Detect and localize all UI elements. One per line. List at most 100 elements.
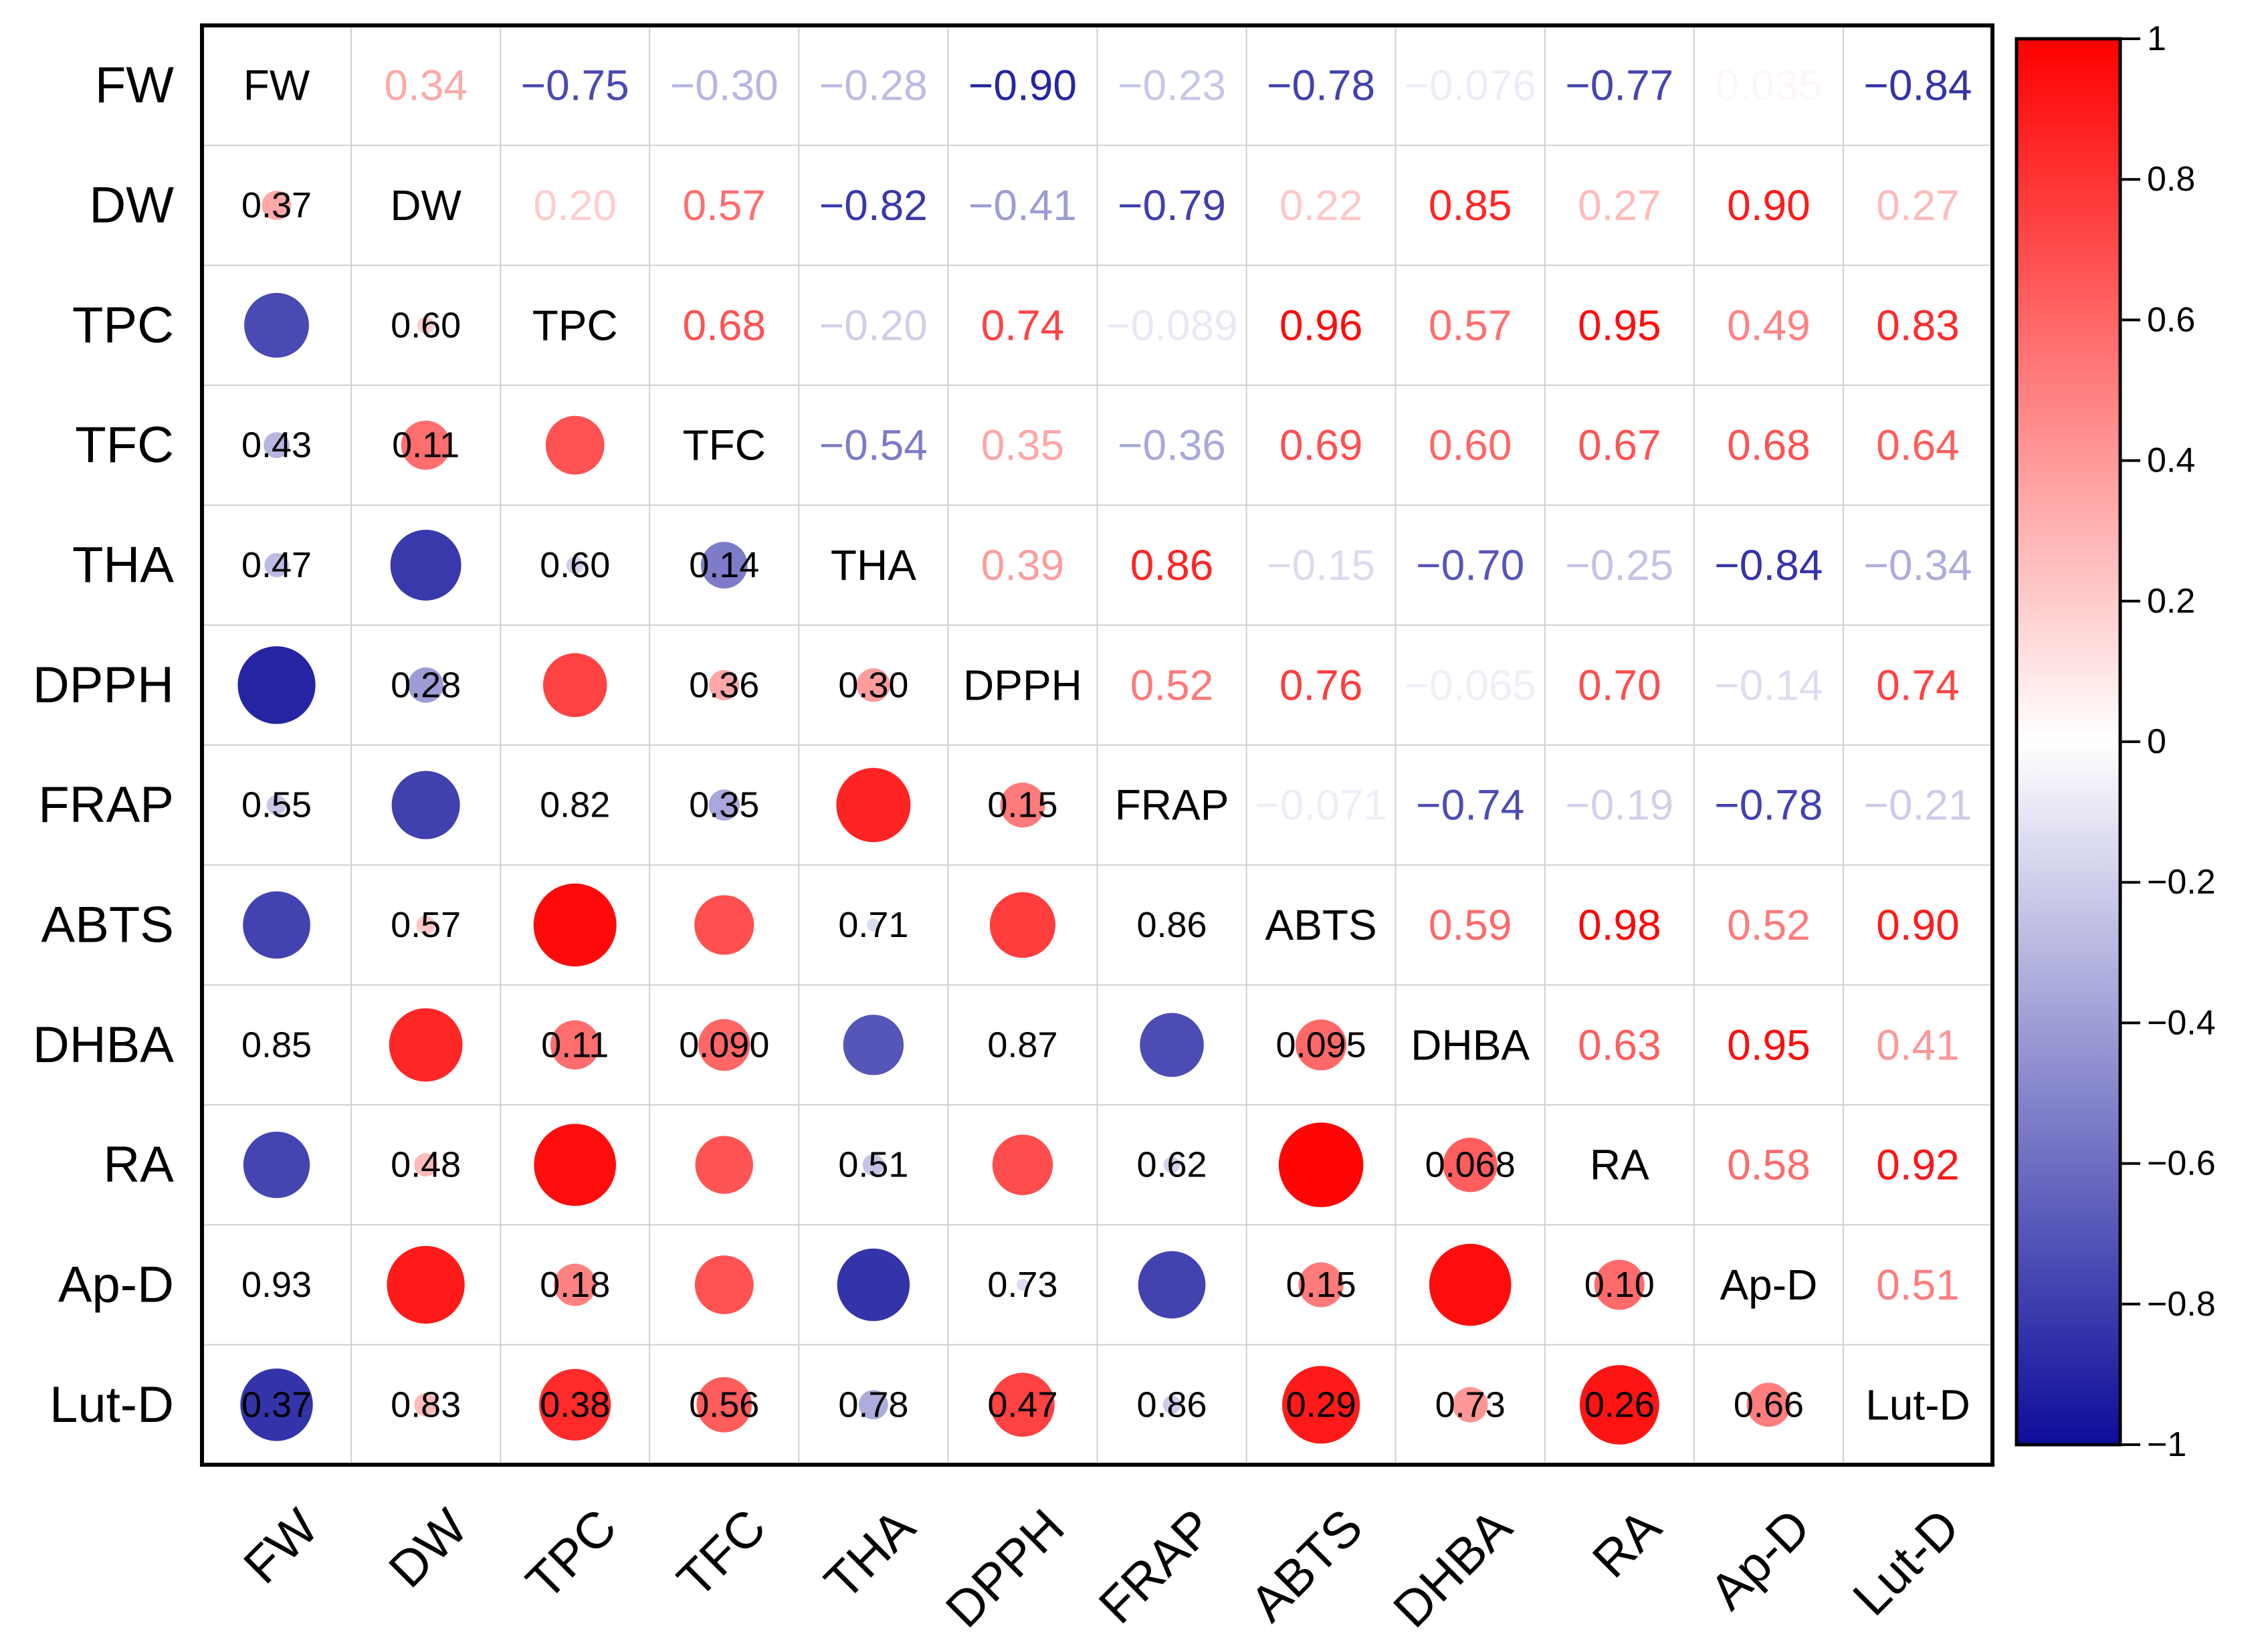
correlation-circle xyxy=(273,1041,280,1049)
p-value: 0.26 xyxy=(1584,1384,1655,1425)
correlation-circle xyxy=(262,191,292,220)
correlation-value: −0.77 xyxy=(1565,62,1673,110)
correlation-value: 0.27 xyxy=(1578,181,1661,229)
column-label-ap-d: Ap-D xyxy=(1699,1498,1821,1621)
column-label-fw: FW xyxy=(233,1498,329,1594)
row-label-tfc: TFC xyxy=(75,417,174,474)
diagonal-label-ra: RA xyxy=(1590,1141,1649,1189)
correlation-value: −0.25 xyxy=(1565,541,1673,589)
correlation-value: −0.84 xyxy=(1714,541,1823,589)
colorbar-tick-label: 0.4 xyxy=(2147,441,2195,480)
diagonal-label-ap-d: Ap-D xyxy=(1720,1261,1817,1309)
p-value: 0.28 xyxy=(391,665,461,705)
correlation-value: 0.98 xyxy=(1578,901,1661,949)
p-value: 0.62 xyxy=(1136,1145,1207,1185)
correlation-value: −0.70 xyxy=(1416,541,1524,589)
p-value: 0.60 xyxy=(391,305,461,345)
correlation-circle xyxy=(708,789,740,821)
p-value: 0.73 xyxy=(1435,1384,1506,1425)
correlation-value: −0.15 xyxy=(1267,541,1375,589)
diagonal-label-tfc: TFC xyxy=(683,421,766,470)
p-value: 0.66 xyxy=(1734,1384,1804,1425)
correlation-circle xyxy=(243,1131,310,1199)
correlation-value: −0.74 xyxy=(1416,781,1524,829)
column-label-dhba: DHBA xyxy=(1382,1498,1523,1639)
p-value: 0.38 xyxy=(540,1384,610,1425)
correlation-circle xyxy=(566,556,584,574)
p-value: 0.56 xyxy=(689,1384,759,1425)
colorbar-tick-label: 0.6 xyxy=(2147,300,2195,339)
row-labels: FW DW TPC TFC THA DPPH FRAP ABTS DHBA RA Ap-D Lut-D xyxy=(33,57,174,1433)
p-value: 0.43 xyxy=(241,425,312,466)
correlation-circle xyxy=(992,1134,1053,1195)
correlation-circle xyxy=(1443,1137,1498,1193)
correlation-value: 0.39 xyxy=(981,541,1065,589)
row-label-frap: FRAP xyxy=(38,777,174,833)
diagonal-label-dpph: DPPH xyxy=(963,661,1082,709)
p-value: 0.83 xyxy=(391,1384,461,1425)
correlation-value: 0.51 xyxy=(1876,1261,1960,1309)
correlation-circle xyxy=(1746,1382,1791,1427)
correlation-circle xyxy=(389,1008,463,1082)
diagonal-label-dhba: DHBA xyxy=(1411,1021,1530,1069)
p-value: 0.47 xyxy=(987,1384,1057,1425)
p-value: 0.48 xyxy=(391,1145,461,1185)
correlation-value: −0.21 xyxy=(1863,781,1972,829)
p-value: 0.37 xyxy=(241,1384,312,1425)
correlation-value: 0.74 xyxy=(1876,661,1960,709)
correlation-circle xyxy=(1168,922,1175,928)
p-value: 0.14 xyxy=(689,545,759,585)
p-value: 0.55 xyxy=(241,785,312,825)
p-value: 0.090 xyxy=(679,1025,769,1065)
colorbar-tick-label: −0.6 xyxy=(2147,1144,2216,1183)
diagonal-label-lut-d: Lut-D xyxy=(1865,1380,1970,1429)
correlation-circle xyxy=(387,1245,465,1324)
colorbar-gradient xyxy=(2015,37,2122,1447)
correlation-circle xyxy=(240,1368,313,1441)
correlation-value: 0.68 xyxy=(683,301,766,349)
correlation-circle xyxy=(391,770,460,839)
correlation-circle xyxy=(696,1377,752,1433)
row-label-tpc: TPC xyxy=(72,297,174,354)
correlation-circle xyxy=(264,552,289,578)
correlation-value: 0.41 xyxy=(1876,1021,1960,1069)
p-value: 0.86 xyxy=(1136,905,1207,945)
correlation-circle xyxy=(401,420,451,470)
correlation-circle xyxy=(1278,1122,1364,1207)
colorbar-tick-label: −0.4 xyxy=(2147,1003,2216,1042)
matrix-cells: FW 0.34 −0.75 −0.30 −0.28 −0.90 −0.23 −0.78 −0.0… xyxy=(237,62,1972,1445)
correlation-value: 0.90 xyxy=(1727,181,1811,229)
correlation-circle xyxy=(554,1263,597,1306)
correlation-circle xyxy=(867,918,880,932)
row-label-dw: DW xyxy=(89,177,174,234)
colorbar-tick-label: −1 xyxy=(2147,1425,2186,1464)
p-value: 0.29 xyxy=(1286,1384,1356,1425)
correlation-value: −0.78 xyxy=(1267,62,1375,110)
correlation-circle xyxy=(243,891,310,959)
colorbar: 1 0.8 0.6 0.4 0.2 0 −0.2 −0.4 −0.6 −0.8 −1 xyxy=(2015,19,2216,1464)
correlation-value: 0.52 xyxy=(1727,901,1811,949)
correlation-value: −0.75 xyxy=(521,62,629,110)
correlation-value: −0.84 xyxy=(1863,62,1972,110)
colorbar-tick-label: 0.2 xyxy=(2147,582,2195,621)
correlation-value: −0.34 xyxy=(1863,541,1972,589)
correlation-circle xyxy=(836,768,911,843)
colorbar-tick-label: 0 xyxy=(2147,722,2166,761)
colorbar-ticks: 1 0.8 0.6 0.4 0.2 0 −0.2 −0.4 −0.6 −0.8 −1 xyxy=(2120,19,2216,1464)
p-value: 0.37 xyxy=(241,185,312,225)
correlation-circle xyxy=(550,1020,600,1070)
correlation-value: −0.78 xyxy=(1714,781,1823,829)
p-value: 0.10 xyxy=(1584,1265,1655,1305)
row-label-lut-d: Lut-D xyxy=(49,1376,174,1433)
correlation-circle xyxy=(414,1153,438,1177)
colorbar-tick-label: 1 xyxy=(2147,19,2166,58)
correlation-value: 0.85 xyxy=(1429,181,1512,229)
correlation-circle xyxy=(539,1368,611,1441)
correlation-circle xyxy=(1296,1019,1347,1071)
p-value: 0.78 xyxy=(838,1384,908,1425)
column-label-tha: THA xyxy=(814,1498,926,1611)
correlation-value: 0.64 xyxy=(1876,421,1960,470)
correlation-circle xyxy=(856,668,891,702)
diagonal-label-fw: FW xyxy=(243,62,310,110)
correlation-circle xyxy=(1138,1251,1206,1319)
